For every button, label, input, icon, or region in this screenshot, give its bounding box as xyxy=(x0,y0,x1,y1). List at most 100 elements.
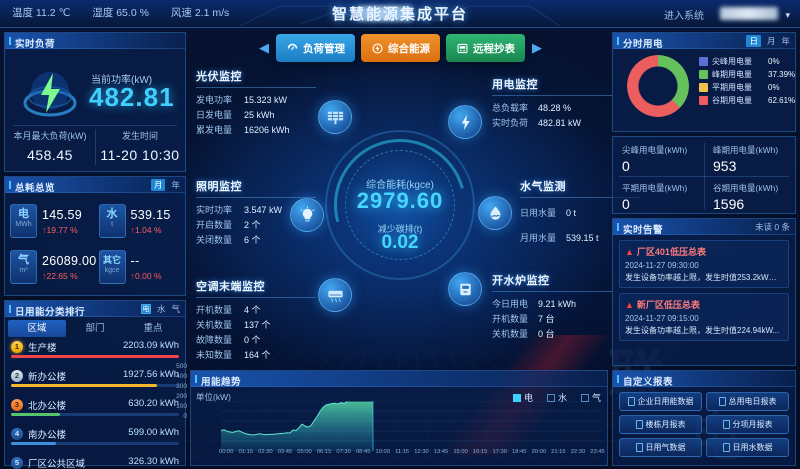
alarm-item[interactable]: ▲ 厂区401低压总表 2024-11-27 09:30:00 发生设备功率越上限… xyxy=(619,240,789,288)
consumption-values: 539.15 ↑1.04 % xyxy=(131,208,171,235)
rank-value: 599.00 kWh xyxy=(128,427,179,438)
panel-title: 自定义报表 xyxy=(623,376,674,388)
legend-checkbox[interactable] xyxy=(546,394,555,402)
panel-header: 分时用电 日 月 年 xyxy=(613,33,795,50)
consumption-change: ↑22.65 % xyxy=(42,270,78,281)
carbon-reduction-value: 0.02 xyxy=(381,232,419,253)
rank-row[interactable]: 5 厂区公共区域 326.30 kWh xyxy=(11,455,179,469)
legend-checkbox[interactable] xyxy=(512,394,521,402)
alarm-name: ▲ 新厂区低压总表 xyxy=(625,300,700,310)
header-accent-bar xyxy=(9,181,11,189)
chart-plot-area xyxy=(220,400,603,452)
central-energy-gauge: 综合能耗(kgce) 2979.60 减少碳排(t) 0.02 xyxy=(309,114,491,296)
divider xyxy=(95,129,96,165)
type-gas-button[interactable]: 气 xyxy=(171,304,180,314)
air-conditioner-icon xyxy=(318,278,352,312)
document-icon xyxy=(718,397,726,406)
nav-button-load-management[interactable]: 负荷管理 xyxy=(276,34,355,62)
report-button-daily-gas[interactable]: 日用气数据 xyxy=(619,438,702,457)
meter-icon xyxy=(457,43,468,53)
panel-realtime-load: 实时负荷 当前功率(kW) 482.81 本月最大负荷(kW) 458.45 发… xyxy=(4,32,186,172)
type-name: 电 xyxy=(18,208,29,220)
header-accent-bar xyxy=(617,375,619,383)
occur-time: 发生时间 11-20 10:30 xyxy=(95,129,185,163)
legend-item-water[interactable]: 水 xyxy=(546,391,567,404)
gauge-outer-ring xyxy=(325,130,475,280)
rank-medal: 1 xyxy=(11,341,23,353)
report-button-enterprise-daily-energy[interactable]: 企业日用能数据 xyxy=(619,392,702,411)
chart-legend: 电 水 气 xyxy=(512,391,601,404)
report-button-building-monthly[interactable]: 楼栋月报表 xyxy=(619,415,702,434)
nav-button-integrated-energy[interactable]: 综合能源 xyxy=(361,34,440,62)
rank-row[interactable]: 1 生产楼 2203.09 kWh xyxy=(11,339,179,366)
top-bar: 温度 11.2 ℃ 湿度 65.0 % 风速 2.1 m/s 智慧能源集成平台 … xyxy=(0,0,800,28)
month-max-load: 本月最大负荷(kW) 458.45 xyxy=(5,129,95,163)
consumption-values: -- ↑0.00 % xyxy=(131,254,162,281)
card-row: 今日用电 9.21 kWh xyxy=(492,299,577,309)
up-arrow-icon: ↑ xyxy=(42,224,47,235)
boiler-icon xyxy=(448,272,482,306)
rank-name: 厂区公共区域 xyxy=(28,459,86,469)
report-button-daily-water[interactable]: 日用水数据 xyxy=(706,438,789,457)
tou-period-day-button[interactable]: 日 xyxy=(746,35,761,47)
card-row: 故障数量 0 个 xyxy=(196,335,261,345)
card-boiler-monitoring: 开水炉监控 今日用电 9.21 kWh 开机数量 7 台 关机数量 0 台 xyxy=(492,272,612,342)
tou-period-month-button[interactable]: 月 xyxy=(766,36,776,46)
tab-area[interactable]: 区域 xyxy=(8,320,66,337)
panel-total-consumption: 总耗总览 月 年 电 MWh 145.59 ↑19.77 % 水 t 539.1… xyxy=(4,176,186,296)
card-row: 开机数量 4 个 xyxy=(196,305,261,315)
panel-time-of-use: 分时用电 日 月 年 尖峰用电量 0% 峰期用电量 37.39% 平期用电量 0% 谷… xyxy=(612,32,796,132)
alarm-item[interactable]: ▲ 新厂区低压总表 2024-11-27 09:15:00 发生设备功率越上限，发… xyxy=(619,293,789,341)
card-lighting-monitoring: 照明监控 实时功率 3.547 kW 开启数量 2 个 关闭数量 6 个 xyxy=(196,178,316,248)
report-button-total-electricity-daily[interactable]: 总用电日报表 xyxy=(706,392,789,411)
document-icon xyxy=(627,397,635,406)
card-row: 未知数量 164 个 xyxy=(196,350,271,360)
card-row: 日发电量 25 kWh xyxy=(196,110,275,120)
panel-title: 实时告警 xyxy=(623,224,664,236)
period-year-button[interactable]: 年 xyxy=(171,180,180,190)
consumption-change: ↑19.77 % xyxy=(42,224,78,235)
rank-value: 630.20 kWh xyxy=(128,398,179,409)
legend-checkbox[interactable] xyxy=(580,394,589,402)
period-month-button[interactable]: 月 xyxy=(150,179,166,191)
tou-period-year-button[interactable]: 年 xyxy=(781,36,790,46)
current-power-value: 482.81 xyxy=(89,82,175,112)
legend-item-electricity[interactable]: 电 xyxy=(512,391,533,404)
rank-row[interactable]: 3 北办公楼 630.20 kWh xyxy=(11,397,179,424)
nav-button-label: 综合能源 xyxy=(388,42,430,55)
rank-value: 1927.56 kWh xyxy=(123,369,179,380)
rank-row[interactable]: 2 新办公楼 1927.56 kWh xyxy=(11,368,179,395)
rank-bar-fill xyxy=(11,413,60,416)
gauge-icon xyxy=(287,43,298,50)
header-accent-bar xyxy=(617,37,619,45)
card-electricity-monitoring: 用电监控 总负载率 48.28 % 实时负荷 482.81 kW xyxy=(492,76,612,131)
panel-realtime-alarms: 实时告警 未读 0 条 ▲ 厂区401低压总表 2024-11-27 09:30:… xyxy=(612,218,796,366)
tou-value-sharp: 尖峰用电量(kWh) 0 xyxy=(622,145,688,174)
type-water-button[interactable]: 水 xyxy=(156,304,166,314)
report-button-subitem-monthly[interactable]: 分项月报表 xyxy=(706,415,789,434)
rank-name: 生产楼 xyxy=(28,343,57,354)
warning-icon: ▲ xyxy=(625,300,634,310)
consumption-value: 26089.00 xyxy=(42,253,97,268)
legend-item-gas[interactable]: 气 xyxy=(580,391,601,404)
rank-value: 2203.09 kWh xyxy=(123,340,179,351)
card-row: 总负载率 48.28 % xyxy=(492,103,572,113)
tab-department[interactable]: 部门 xyxy=(85,323,105,334)
nav-button-remote-meter[interactable]: 远程抄表 xyxy=(446,34,525,62)
tab-key[interactable]: 重点 xyxy=(143,323,163,334)
panel-header: 实时负荷 xyxy=(5,33,185,50)
card-row: 发电功率 15.323 kW xyxy=(196,95,288,105)
tou-value-peak: 峰期用电量(kWh) 953 xyxy=(713,145,779,174)
card-title: 照明监控 xyxy=(196,178,316,198)
nav-prev-arrow-icon[interactable]: ◀ xyxy=(259,40,269,55)
nav-next-arrow-icon[interactable]: ▶ xyxy=(532,40,542,55)
user-name[interactable] xyxy=(720,7,778,20)
panel-title: 总耗总览 xyxy=(15,182,56,194)
enter-system-link[interactable]: 进入系统 xyxy=(664,11,704,22)
rank-row[interactable]: 4 南办公楼 599.00 kWh xyxy=(11,426,179,453)
type-electric-button[interactable]: 电 xyxy=(140,304,151,314)
chevron-down-icon[interactable]: ▾ xyxy=(785,10,790,20)
type-unit: MWh xyxy=(15,221,32,228)
rank-medal: 4 xyxy=(11,428,23,440)
rank-medal: 3 xyxy=(11,399,23,411)
